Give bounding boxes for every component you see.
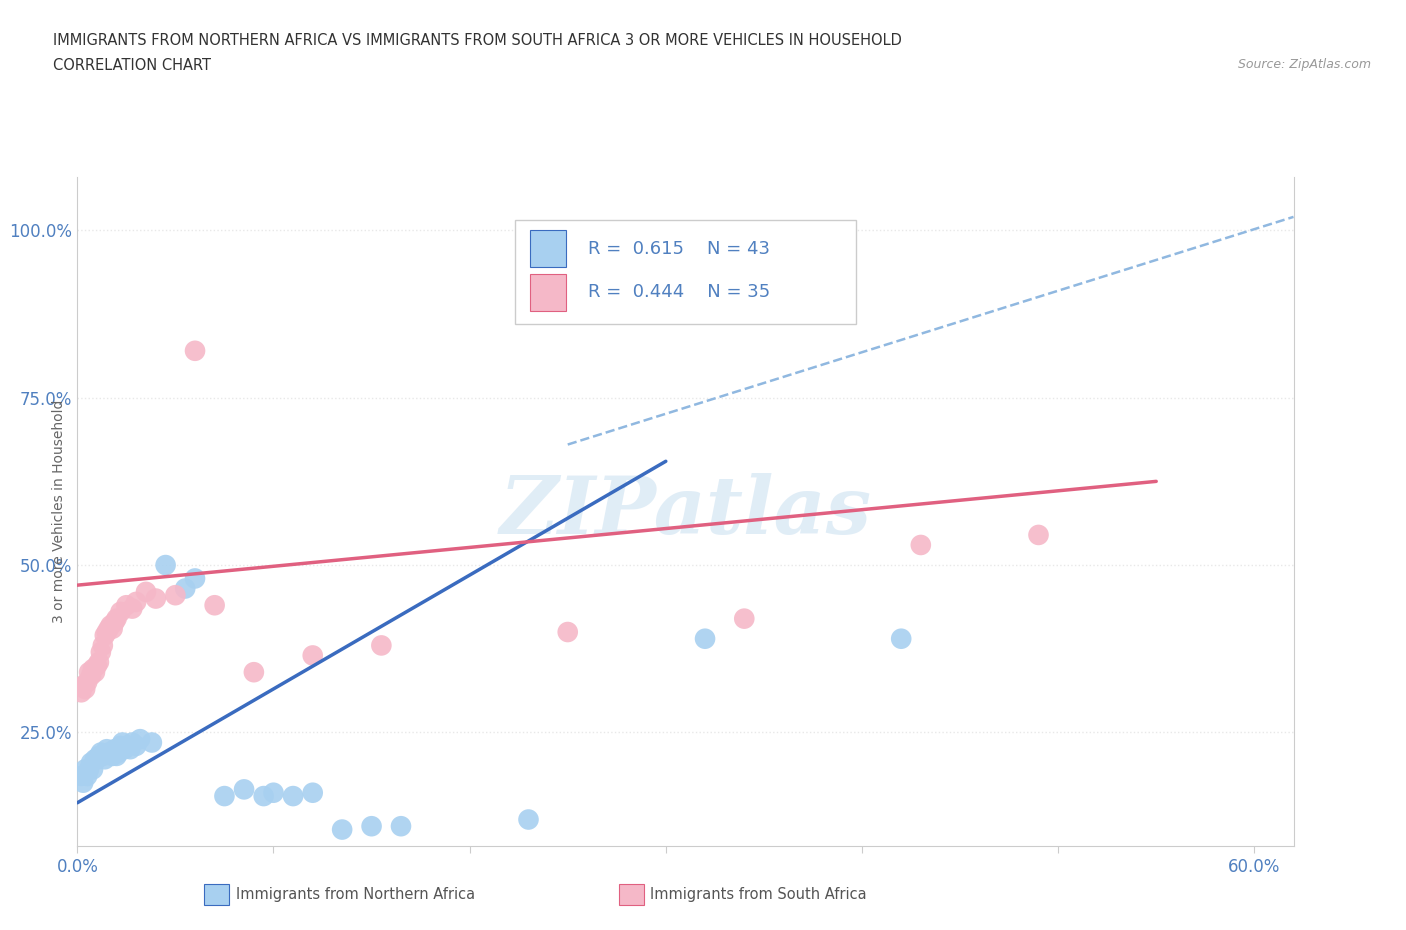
Point: [101, 621, 124, 636]
Point: [70, 768, 93, 783]
Point: [96, 625, 118, 640]
Text: CORRELATION CHART: CORRELATION CHART: [53, 58, 211, 73]
Point: [75, 682, 97, 697]
Point: [105, 611, 128, 626]
Point: [733, 611, 755, 626]
Y-axis label: 3 or more Vehicles in Household: 3 or more Vehicles in Household: [52, 400, 66, 623]
Point: [110, 604, 132, 619]
Point: [330, 822, 353, 837]
Point: [77, 762, 100, 777]
Point: [82, 661, 104, 676]
Point: [360, 818, 382, 833]
Text: Source: ZipAtlas.com: Source: ZipAtlas.com: [1237, 58, 1371, 71]
Point: [91, 638, 114, 653]
Point: [693, 631, 716, 646]
Point: [101, 749, 124, 764]
Point: [155, 558, 177, 573]
FancyBboxPatch shape: [530, 231, 567, 267]
Point: [263, 785, 285, 800]
Point: [557, 625, 579, 640]
Point: [80, 755, 103, 770]
Point: [76, 675, 98, 690]
Point: [204, 598, 226, 613]
Point: [281, 789, 304, 804]
Point: [141, 735, 163, 750]
Point: [94, 751, 117, 766]
Text: Immigrants from Northern Africa: Immigrants from Northern Africa: [236, 887, 475, 902]
Point: [121, 601, 143, 616]
Point: [233, 782, 256, 797]
Point: [84, 665, 107, 680]
FancyBboxPatch shape: [530, 273, 567, 311]
Point: [125, 738, 148, 753]
Point: [86, 751, 108, 766]
Point: [104, 742, 127, 757]
Point: [84, 751, 107, 766]
Point: [165, 588, 187, 603]
Point: [96, 742, 118, 757]
Point: [1028, 527, 1050, 542]
Point: [97, 621, 120, 636]
Point: [121, 735, 143, 750]
Point: [517, 812, 540, 827]
Point: [111, 735, 134, 750]
Text: IMMIGRANTS FROM NORTHERN AFRICA VS IMMIGRANTS FROM SOUTH AFRICA 3 OR MORE VEHICL: IMMIGRANTS FROM NORTHERN AFRICA VS IMMIG…: [53, 33, 903, 47]
Text: R =  0.444    N = 35: R = 0.444 N = 35: [588, 284, 770, 301]
Point: [129, 732, 152, 747]
Point: [86, 658, 108, 673]
Point: [301, 785, 323, 800]
Point: [112, 742, 135, 757]
Point: [145, 591, 167, 606]
Point: [100, 618, 122, 632]
Point: [184, 571, 207, 586]
Point: [890, 631, 912, 646]
Text: Immigrants from South Africa: Immigrants from South Africa: [650, 887, 866, 902]
Point: [72, 678, 94, 693]
Point: [87, 749, 110, 764]
Point: [90, 745, 112, 760]
FancyBboxPatch shape: [515, 220, 856, 324]
Point: [80, 668, 103, 683]
Point: [91, 749, 114, 764]
Point: [115, 598, 138, 613]
Point: [174, 581, 197, 596]
Point: [90, 644, 112, 659]
Text: R =  0.615    N = 43: R = 0.615 N = 43: [588, 240, 770, 258]
Point: [243, 665, 266, 680]
Point: [115, 738, 138, 753]
Point: [105, 749, 128, 764]
Point: [97, 745, 120, 760]
Point: [253, 789, 276, 804]
Point: [370, 638, 392, 653]
Point: [104, 615, 127, 630]
Point: [389, 818, 412, 833]
Point: [94, 628, 117, 643]
Point: [184, 343, 207, 358]
Point: [301, 648, 323, 663]
Point: [214, 789, 236, 804]
Point: [910, 538, 932, 552]
Point: [120, 742, 142, 757]
Point: [70, 684, 93, 699]
Point: [110, 738, 132, 753]
Point: [135, 584, 157, 599]
Text: ZIPatlas: ZIPatlas: [499, 472, 872, 551]
Point: [107, 745, 129, 760]
Point: [75, 762, 97, 777]
Point: [87, 655, 110, 670]
Point: [77, 665, 100, 680]
Point: [76, 768, 98, 783]
Point: [125, 594, 148, 609]
Point: [82, 762, 104, 777]
Point: [72, 776, 94, 790]
